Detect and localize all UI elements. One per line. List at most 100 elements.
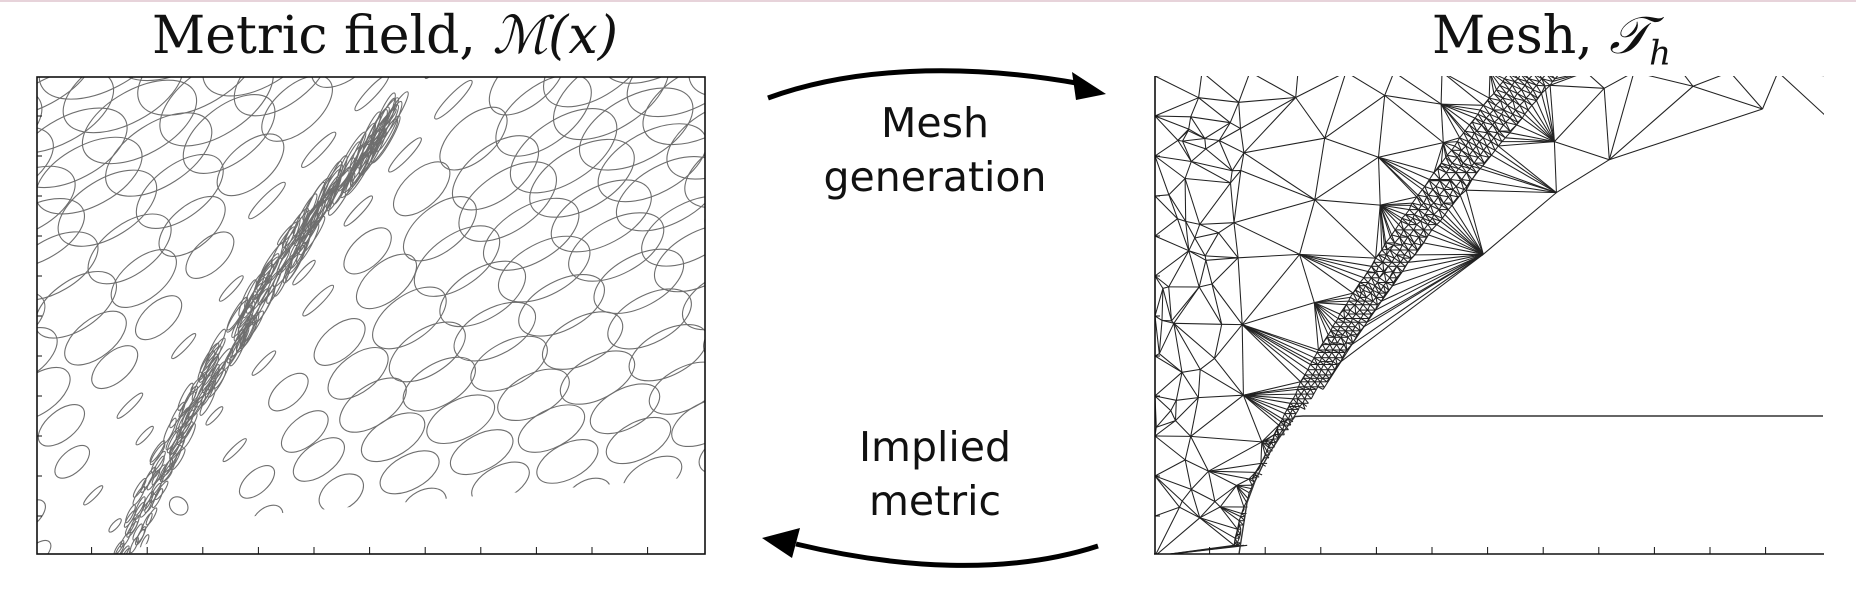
mesh-edge <box>1414 214 1421 222</box>
mesh-edge <box>1204 137 1220 142</box>
mesh-edge <box>1461 178 1471 182</box>
mesh-edge <box>1409 209 1415 215</box>
metric-ellipse <box>168 496 189 516</box>
mesh-edge <box>1337 342 1345 346</box>
mesh-edge <box>1443 137 1460 144</box>
mesh-edge <box>1359 282 1366 287</box>
mesh-edge <box>1355 289 1361 298</box>
mesh-edge <box>1372 300 1378 306</box>
mesh-edge <box>1501 113 1507 123</box>
mesh-edge <box>1358 318 1362 323</box>
mesh-edge <box>1242 302 1315 326</box>
mesh-edge <box>1459 132 1465 139</box>
metric-ellipse <box>426 394 496 445</box>
mesh-edge <box>1447 209 1484 255</box>
mesh-edge <box>1461 172 1468 180</box>
mesh-edge <box>1501 109 1505 115</box>
mesh-edge <box>1381 244 1385 251</box>
mesh-edge <box>1367 304 1371 311</box>
mesh-edge <box>1394 236 1401 244</box>
mesh-edge <box>1442 142 1448 156</box>
bottom-arrow-shaft <box>795 541 1099 568</box>
metric-ellipse <box>343 195 374 227</box>
mesh-edge <box>1494 117 1500 123</box>
mesh-edge <box>1449 172 1457 180</box>
mesh-edge <box>1241 254 1301 325</box>
mesh-edge <box>1339 326 1346 332</box>
mesh-title-text: Mesh, <box>1432 6 1610 66</box>
mesh-edge <box>1532 84 1537 91</box>
mesh-edge <box>1418 205 1422 210</box>
mesh-edge <box>1549 85 1555 142</box>
mesh-edge <box>1184 459 1209 472</box>
metric-ellipse <box>434 79 473 120</box>
mesh-edge <box>1359 304 1364 311</box>
mesh-edge <box>1496 132 1503 142</box>
mesh-edge <box>1238 534 1241 539</box>
mesh-edge <box>1507 105 1514 115</box>
mesh-edge <box>1514 76 1519 80</box>
mesh-edge <box>1310 389 1315 395</box>
metric-ellipse <box>497 368 570 422</box>
mesh-edge <box>1328 334 1335 338</box>
mesh-edge <box>1518 78 1527 82</box>
mesh-edge <box>1302 403 1306 410</box>
mesh-edge <box>1290 409 1293 414</box>
mesh-edge <box>1443 196 1449 204</box>
mesh-edge <box>1512 109 1516 115</box>
mesh-edge <box>1188 116 1192 130</box>
mesh-edge <box>1509 132 1555 143</box>
mesh-edge <box>1427 205 1432 210</box>
mesh-edge <box>1367 277 1372 283</box>
mesh-edge <box>1218 222 1235 234</box>
mesh-edge <box>1364 300 1371 306</box>
mesh-edge <box>1352 292 1358 302</box>
mesh-edge <box>1423 229 1429 236</box>
mesh-edge <box>1218 128 1241 141</box>
mesh-edge <box>1345 330 1351 336</box>
mesh-edge <box>1241 324 1311 365</box>
mesh-edge <box>1339 313 1345 319</box>
metric-ellipse <box>311 77 385 88</box>
bottom-arrow-head <box>762 528 800 558</box>
mesh-edge <box>1410 217 1414 222</box>
mesh-edge <box>1504 76 1508 80</box>
mesh-edge <box>1386 244 1394 250</box>
mesh-edge <box>1495 100 1501 106</box>
mesh-edge <box>1441 162 1451 167</box>
implied-metric-line1: Implied <box>858 423 1012 471</box>
mesh-edge <box>1347 313 1353 319</box>
mesh-edge <box>1161 288 1164 321</box>
mesh-edge <box>1517 93 1527 99</box>
mesh-edge <box>1175 420 1192 437</box>
mesh-edge <box>1536 84 1545 87</box>
mesh-edge <box>1214 485 1237 502</box>
mesh-edge <box>1312 369 1317 376</box>
mesh-edge <box>1403 257 1409 263</box>
mesh-edge <box>1441 103 1484 106</box>
mesh-edge <box>1451 162 1462 167</box>
mesh-edge <box>1243 97 1297 154</box>
mesh-edge <box>1455 180 1462 187</box>
metric-ellipse <box>142 490 154 511</box>
mesh-edge <box>1379 204 1403 219</box>
mesh-edge <box>1369 304 1376 311</box>
mesh-edge <box>1439 220 1484 255</box>
mesh-edge <box>1472 145 1477 151</box>
mesh-edge <box>1532 89 1542 94</box>
mesh-edge <box>1524 81 1528 86</box>
mesh-edge <box>1292 393 1297 400</box>
mesh-edge <box>1471 117 1476 123</box>
mesh-edge <box>1509 124 1517 132</box>
mesh-generation-line2: generation <box>823 153 1047 201</box>
mesh-edge <box>1298 381 1301 387</box>
mesh-edge <box>1692 76 1722 87</box>
mesh-edge <box>1374 282 1378 287</box>
mesh-edge <box>1375 253 1484 311</box>
mesh-edge <box>1424 209 1429 215</box>
mesh-edge <box>1505 117 1511 123</box>
metric-ellipse <box>37 539 52 554</box>
mesh-edge <box>1237 533 1241 536</box>
mesh-edge <box>1290 413 1294 420</box>
mesh-edge <box>1274 434 1279 440</box>
